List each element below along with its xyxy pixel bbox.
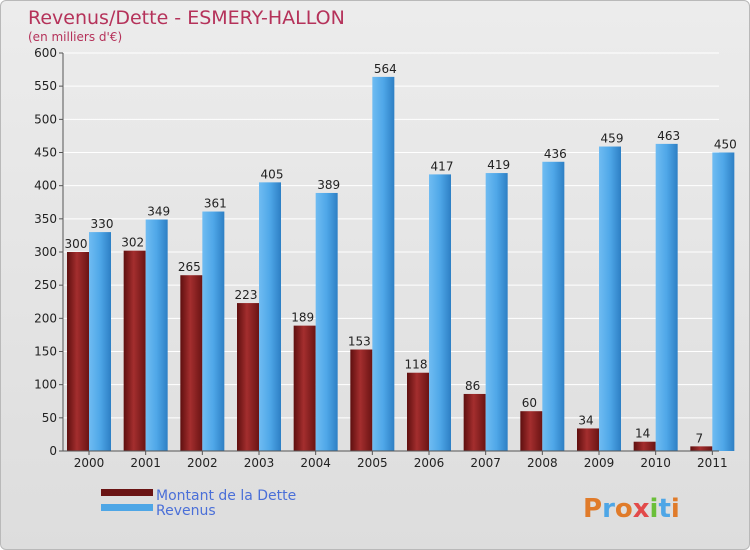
data-label-revenus: 459	[601, 132, 624, 146]
bar-debt	[407, 372, 429, 451]
proxiti-logo: Proxiti	[583, 494, 680, 524]
bar-revenus	[485, 173, 508, 451]
bar-debt	[123, 250, 146, 451]
bar-revenus	[599, 146, 621, 451]
legend-label-revenus: Revenus	[156, 503, 216, 519]
data-label-revenus: 417	[431, 159, 454, 173]
y-tick-label: 500	[34, 112, 57, 126]
data-label-debt: 34	[578, 413, 593, 427]
logo-letter: P	[583, 494, 602, 524]
bar-revenus	[712, 152, 735, 451]
data-label-debt: 153	[348, 335, 371, 349]
bar-debt	[520, 411, 543, 451]
legend-swatch-debt	[101, 489, 153, 496]
x-tick-label: 2004	[300, 456, 331, 470]
y-tick-label: 600	[34, 46, 57, 60]
bar-revenus	[315, 192, 338, 452]
x-tick-label: 2010	[640, 456, 671, 470]
bar-debt	[67, 252, 89, 451]
data-label-revenus: 405	[261, 167, 284, 181]
y-axis-ticks: 0 50 100 150 200 250 300 350 400 450 500 550 600	[34, 46, 63, 458]
data-label-debt: 300	[65, 237, 88, 251]
data-label-revenus: 349	[147, 204, 170, 218]
logo-letter: r	[602, 494, 615, 524]
legend-swatch-revenus	[101, 504, 153, 511]
bar-debt	[237, 303, 259, 451]
x-axis-ticks: 2000 2001 2002 2003 2004 2005 2006 2007 2008 2009…	[74, 451, 728, 470]
bar-revenus	[372, 76, 395, 451]
data-label-debt: 60	[522, 396, 537, 410]
bar-revenus	[89, 232, 111, 451]
bar-revenus	[542, 161, 565, 451]
bar-debt	[180, 275, 203, 451]
bar-revenus	[202, 211, 225, 451]
data-label-revenus: 330	[91, 217, 114, 231]
data-label-debt: 7	[696, 431, 704, 445]
data-label-revenus: 361	[204, 197, 227, 211]
data-label-debt: 14	[635, 427, 650, 441]
data-label-debt: 302	[121, 236, 144, 250]
y-tick-label: 200	[34, 311, 57, 325]
data-label-debt: 118	[405, 358, 428, 372]
bar-debt	[577, 428, 599, 451]
logo-letter: o	[615, 494, 633, 524]
y-tick-label: 150	[34, 345, 57, 359]
x-tick-label: 2006	[414, 456, 445, 470]
bar-debt	[633, 441, 656, 451]
data-label-revenus: 436	[544, 147, 567, 161]
x-tick-label: 2008	[527, 456, 558, 470]
logo-letter: x	[633, 494, 650, 524]
data-label-revenus: 564	[374, 62, 397, 76]
legend-label-debt: Montant de la Dette	[156, 488, 296, 504]
data-label-debt: 265	[178, 260, 201, 274]
x-tick-label: 2009	[584, 456, 615, 470]
data-label-revenus: 463	[657, 129, 680, 143]
data-label-debt: 223	[235, 288, 258, 302]
legend: Montant de la Dette Revenus	[101, 488, 296, 519]
x-tick-label: 2000	[74, 456, 105, 470]
x-tick-label: 2003	[244, 456, 275, 470]
data-label-debt: 189	[291, 311, 314, 325]
bar-debt	[463, 393, 486, 451]
logo-letter: i	[671, 494, 680, 524]
bar-debt	[293, 325, 316, 451]
chart-title: Revenus/Dette - ESMERY-HALLON	[28, 7, 345, 29]
bar-revenus	[259, 182, 281, 451]
x-tick-label: 2005	[357, 456, 388, 470]
x-tick-label: 2001	[130, 456, 161, 470]
bar-debt	[690, 446, 713, 451]
chart-subtitle: (en milliers d'€)	[28, 30, 122, 44]
y-tick-label: 550	[34, 79, 57, 93]
y-tick-label: 0	[49, 444, 57, 458]
y-tick-label: 300	[34, 245, 57, 259]
data-label-debt: 86	[465, 379, 480, 393]
y-tick-label: 450	[34, 146, 57, 160]
x-tick-label: 2007	[470, 456, 501, 470]
legend-item-revenus: Revenus	[101, 503, 216, 519]
y-tick-label: 350	[34, 212, 57, 226]
x-tick-label: 2002	[187, 456, 218, 470]
data-label-revenus: 450	[714, 138, 737, 152]
logo-letter: t	[658, 494, 670, 524]
x-tick-label: 2011	[697, 456, 728, 470]
bar-revenus	[145, 219, 168, 451]
bars	[67, 76, 735, 452]
y-tick-label: 50	[42, 411, 57, 425]
legend-item-debt: Montant de la Dette	[101, 488, 296, 504]
bar-debt	[350, 349, 373, 451]
y-tick-label: 100	[34, 378, 57, 392]
data-label-revenus: 419	[487, 158, 510, 172]
data-label-revenus: 389	[317, 178, 340, 192]
logo-letter: i	[650, 494, 659, 524]
bar-revenus	[429, 174, 451, 451]
y-tick-label: 400	[34, 179, 57, 193]
y-tick-label: 250	[34, 278, 57, 292]
bar-revenus	[655, 143, 678, 452]
